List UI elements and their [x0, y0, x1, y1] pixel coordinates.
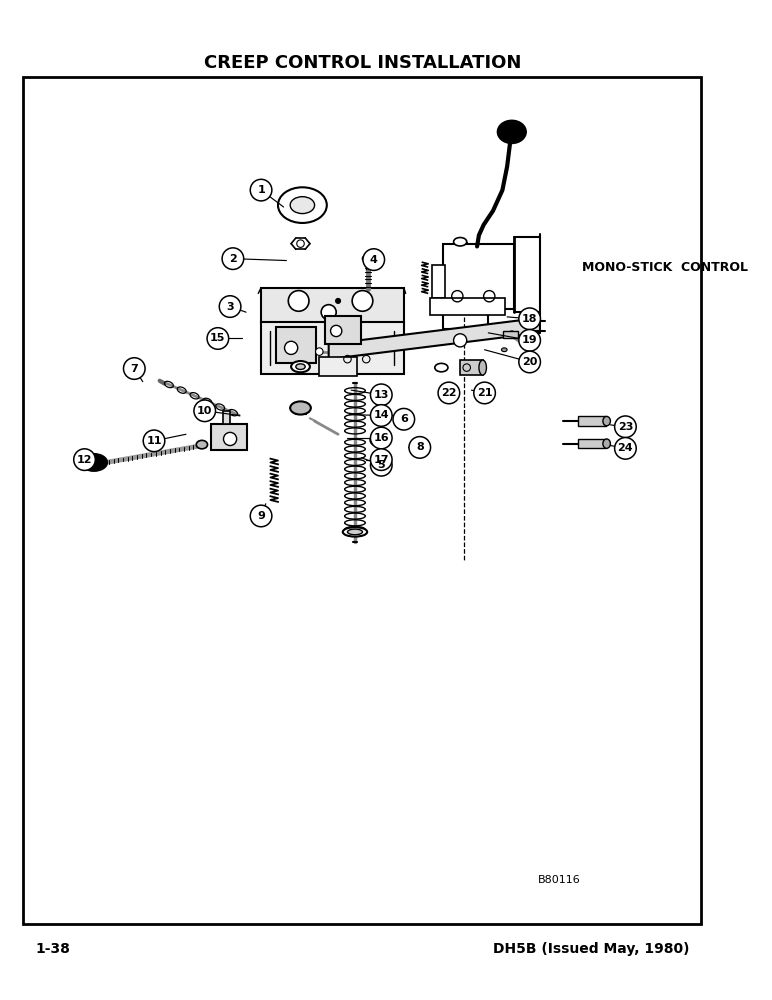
Circle shape [144, 430, 164, 452]
Ellipse shape [278, 187, 327, 223]
Ellipse shape [603, 439, 611, 448]
Text: 1: 1 [257, 185, 265, 195]
Circle shape [474, 382, 496, 404]
Ellipse shape [435, 363, 448, 372]
Bar [503, 331, 518, 338]
Bar [430, 298, 505, 315]
Circle shape [316, 348, 323, 355]
Circle shape [454, 334, 467, 347]
Text: 21: 21 [477, 388, 493, 398]
Circle shape [250, 505, 272, 527]
Polygon shape [261, 288, 404, 324]
Circle shape [370, 434, 381, 446]
Circle shape [288, 291, 309, 311]
Bar [432, 265, 445, 298]
Ellipse shape [454, 238, 467, 246]
Text: 11: 11 [146, 436, 162, 446]
Circle shape [321, 305, 336, 320]
Text: 18: 18 [522, 314, 537, 324]
Circle shape [224, 432, 237, 446]
Ellipse shape [363, 255, 374, 262]
Circle shape [288, 347, 303, 362]
Text: 24: 24 [618, 443, 633, 453]
Circle shape [371, 427, 392, 449]
Text: B80116: B80116 [538, 875, 581, 885]
Circle shape [519, 351, 540, 373]
Bar [212, 424, 247, 450]
Text: 23: 23 [618, 422, 633, 432]
Circle shape [285, 341, 298, 354]
Circle shape [519, 330, 540, 351]
Text: 6: 6 [400, 414, 408, 424]
Text: 8: 8 [416, 442, 424, 452]
Ellipse shape [343, 527, 367, 537]
Text: 12: 12 [76, 455, 93, 465]
Text: 4: 4 [370, 255, 378, 265]
Bar [443, 244, 513, 309]
Bar [325, 316, 361, 344]
Text: 13: 13 [374, 390, 389, 400]
Circle shape [250, 179, 272, 201]
Ellipse shape [196, 440, 208, 449]
Ellipse shape [290, 401, 311, 415]
Circle shape [409, 437, 431, 458]
Text: 19: 19 [522, 335, 537, 345]
Circle shape [124, 358, 145, 379]
Text: 2: 2 [229, 254, 237, 264]
Ellipse shape [498, 121, 526, 143]
Ellipse shape [290, 197, 315, 214]
Text: 9: 9 [257, 511, 265, 521]
Circle shape [336, 299, 340, 303]
Circle shape [73, 449, 95, 470]
Bar [320, 357, 357, 376]
Ellipse shape [603, 416, 611, 426]
Ellipse shape [509, 331, 515, 335]
Circle shape [363, 249, 384, 270]
Bar [222, 411, 230, 424]
Circle shape [352, 291, 373, 311]
Bar [261, 322, 404, 374]
Bar [460, 360, 482, 375]
Text: 14: 14 [374, 410, 389, 420]
Circle shape [371, 454, 392, 476]
Text: 22: 22 [441, 388, 456, 398]
Ellipse shape [347, 529, 363, 535]
Circle shape [207, 328, 229, 349]
Bar [577, 439, 606, 448]
Circle shape [219, 296, 241, 317]
Ellipse shape [291, 361, 310, 372]
Ellipse shape [296, 364, 305, 369]
Ellipse shape [502, 348, 507, 352]
Text: 15: 15 [210, 333, 225, 343]
Text: 3: 3 [226, 302, 234, 312]
Text: 5: 5 [378, 460, 385, 470]
Circle shape [371, 405, 392, 426]
Bar [276, 327, 316, 363]
Circle shape [615, 416, 636, 438]
Circle shape [519, 308, 540, 330]
Circle shape [194, 400, 215, 422]
Text: 16: 16 [374, 433, 389, 443]
Text: CREEP CONTROL INSTALLATION: CREEP CONTROL INSTALLATION [204, 54, 521, 72]
Text: 7: 7 [130, 364, 138, 374]
Circle shape [330, 325, 342, 337]
Circle shape [615, 438, 636, 459]
Ellipse shape [81, 454, 107, 471]
Text: 10: 10 [197, 406, 212, 416]
Text: DH5B (Issued May, 1980): DH5B (Issued May, 1980) [493, 942, 689, 956]
Ellipse shape [526, 315, 531, 319]
Circle shape [222, 248, 244, 269]
Text: 17: 17 [374, 455, 389, 465]
Text: 20: 20 [522, 357, 537, 367]
Polygon shape [329, 318, 540, 359]
Circle shape [438, 382, 459, 404]
Circle shape [393, 408, 415, 430]
Ellipse shape [479, 360, 486, 375]
Bar [577, 416, 606, 426]
Circle shape [371, 384, 392, 406]
Text: 1-38: 1-38 [36, 942, 70, 956]
Circle shape [371, 449, 392, 470]
Text: MONO-STICK  CONTROL: MONO-STICK CONTROL [582, 261, 748, 274]
